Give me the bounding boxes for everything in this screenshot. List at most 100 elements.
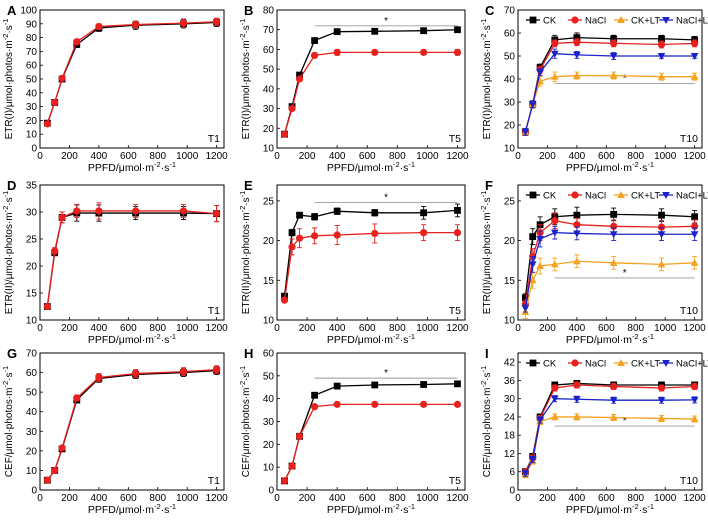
panel-label: D <box>7 178 16 193</box>
data-point <box>691 382 699 391</box>
x-tick-label: 400 <box>329 493 346 504</box>
data-point <box>333 400 341 408</box>
series-CK+LT <box>521 71 699 136</box>
legend-entry: NaCl <box>585 16 606 27</box>
y-tick-label: 30 <box>263 104 275 115</box>
data-point <box>657 260 666 268</box>
legend: CK NaCl CK+LT NaCl+LT <box>526 359 708 370</box>
data-point <box>609 53 618 60</box>
data-point <box>551 260 559 268</box>
data-point <box>610 39 618 47</box>
data-point <box>573 396 581 404</box>
series-CK <box>521 206 699 303</box>
y-tick-label: 60 <box>26 61 38 72</box>
data-point <box>333 231 341 239</box>
y-axis-label: ETR(I)/μmol·photos·m-2·s-1 <box>479 19 494 140</box>
x-axis-label: PPFD/μmol·m-2·s-1 <box>566 502 654 517</box>
panel-label: G <box>7 346 17 361</box>
data-point <box>311 391 318 399</box>
y-tick-label: 60 <box>504 29 516 40</box>
x-tick-label: 0 <box>37 323 43 334</box>
panel-D: 0 200 400 600 800 1000 1200 10 15 20 25 30 35 D T1 PPFD… <box>1 178 229 346</box>
data-point <box>288 462 296 470</box>
y-tick-label: 35 <box>26 181 38 192</box>
treatment-label: T5 <box>449 475 461 487</box>
data-point <box>453 48 462 56</box>
data-point <box>453 400 462 408</box>
data-point <box>95 373 103 382</box>
y-tick-label: 30 <box>504 394 516 405</box>
y-axis-label: CEF/μmol·photos·m-2·s-1 <box>1 366 16 477</box>
data-point <box>371 48 379 56</box>
series-line <box>283 231 458 301</box>
data-point <box>288 243 296 251</box>
x-tick-label: 600 <box>359 151 376 162</box>
data-point <box>690 258 699 266</box>
y-tick-label: 30 <box>26 102 38 113</box>
data-point <box>420 27 428 35</box>
y-tick-label: 40 <box>504 75 516 86</box>
data-point <box>73 38 81 46</box>
data-point <box>288 229 296 237</box>
x-tick-label: 1000 <box>176 323 199 334</box>
data-point <box>521 294 529 302</box>
y-tick-label: 70 <box>26 349 38 360</box>
data-point <box>311 37 318 44</box>
y-tick-label: 100 <box>20 6 37 17</box>
data-point <box>691 39 699 47</box>
data-point <box>420 400 428 408</box>
y-tick-label: 80 <box>26 33 38 44</box>
x-axis-label: PPFD/μmol·m-2·s-1 <box>327 332 415 347</box>
data-point <box>179 19 188 27</box>
data-point <box>420 48 428 56</box>
data-point <box>551 384 559 392</box>
legend-marker <box>617 359 625 366</box>
x-tick-label: 1200 <box>446 493 469 504</box>
panel-I: 0 200 400 600 800 1000 1200 0 6 12 18 24 30 36 42 I T10 P… <box>479 346 708 516</box>
series-line <box>524 260 695 313</box>
plot-frame <box>39 184 225 321</box>
data-point <box>528 261 537 269</box>
x-tick-label: 1000 <box>654 493 677 504</box>
data-point <box>95 22 103 31</box>
plot-frame <box>517 184 703 321</box>
data-point <box>657 223 666 231</box>
data-point <box>657 231 666 239</box>
data-point <box>573 381 581 389</box>
series-line <box>524 384 695 473</box>
x-tick-label: 1000 <box>654 323 677 334</box>
data-point <box>657 40 666 49</box>
data-point <box>536 262 544 269</box>
data-point <box>573 51 581 59</box>
y-axis-label: CEF/μmol·photos·m-2·s-1 <box>238 366 253 477</box>
y-axis-label: ETR(II)/μmol·photos·m-2·s-1 <box>479 191 494 315</box>
data-point <box>551 217 559 225</box>
y-tick-label: 42 <box>504 358 516 369</box>
x-tick-label: 200 <box>539 493 556 504</box>
y-tick-label: 0 <box>31 144 37 155</box>
treatment-label: T10 <box>680 305 698 317</box>
panel-label: I <box>485 346 489 361</box>
data-point <box>657 384 666 392</box>
x-tick-label: 800 <box>149 323 166 334</box>
x-tick-label: 1200 <box>206 151 229 162</box>
y-tick-label: 40 <box>26 88 38 99</box>
data-point <box>453 229 462 237</box>
plot-frame <box>39 9 225 149</box>
legend-entry: NaCl+LT <box>676 359 708 370</box>
significance-marker: * <box>623 416 627 427</box>
y-tick-label: 15 <box>263 276 275 287</box>
x-tick-label: 800 <box>149 493 166 504</box>
data-point <box>333 207 341 215</box>
x-tick-label: 0 <box>515 323 521 334</box>
series-line <box>46 369 217 481</box>
legend-entry: NaCl+LT <box>676 191 708 202</box>
series-CK <box>521 379 699 476</box>
y-tick-label: 10 <box>504 144 516 155</box>
x-tick-label: 1000 <box>654 151 677 162</box>
legend-marker <box>662 192 670 199</box>
data-point <box>371 381 379 389</box>
data-point <box>690 231 699 239</box>
data-point <box>657 72 666 80</box>
y-tick-label: 10 <box>504 316 516 327</box>
